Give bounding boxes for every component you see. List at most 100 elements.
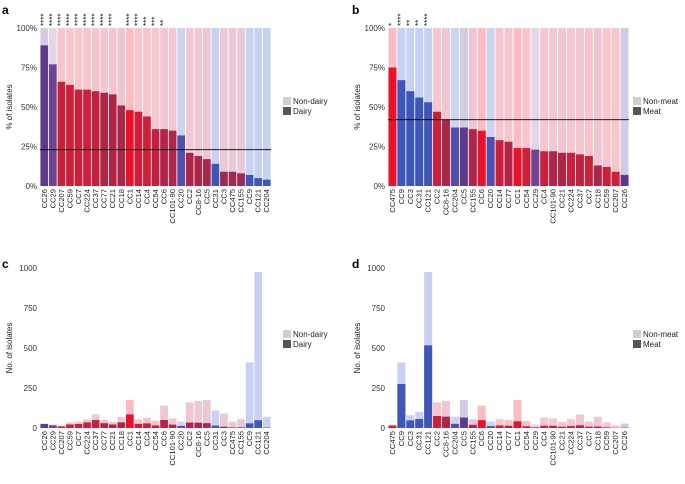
- category-label: CC59: [602, 189, 611, 208]
- category-label: CC475: [388, 189, 397, 213]
- y-tick-label: 250: [372, 384, 386, 393]
- background-bar: [177, 28, 186, 186]
- y-axis-label: % of isolates: [5, 84, 14, 129]
- category-label: CC77: [504, 189, 513, 208]
- bar: [549, 151, 558, 186]
- bar: [245, 174, 254, 186]
- category-label: CC37: [91, 189, 100, 208]
- bar: [620, 174, 629, 186]
- background-bar: [450, 28, 459, 186]
- subset-bar: [245, 423, 254, 428]
- significance-label: ***: [151, 17, 160, 26]
- background-bar: [593, 28, 602, 186]
- subset-bar: [495, 425, 504, 428]
- subset-bar: [531, 427, 540, 428]
- bar: [40, 45, 49, 186]
- bar: [602, 167, 611, 186]
- category-label: CC54: [522, 189, 531, 208]
- category-label: CC475: [388, 431, 397, 455]
- subset-bar: [40, 424, 49, 428]
- category-label: CC14: [495, 431, 504, 450]
- panel-letter: b: [352, 3, 359, 17]
- significance-label: **: [159, 20, 168, 26]
- subset-bar: [254, 420, 263, 428]
- significance-label: *: [387, 23, 396, 26]
- subset-bar: [66, 424, 74, 428]
- total-bar: [522, 420, 531, 428]
- bar: [48, 64, 57, 186]
- background-bar: [185, 28, 194, 186]
- background-bar: [611, 28, 620, 186]
- background-bar: [228, 28, 237, 186]
- background-bar: [134, 28, 143, 186]
- category-label: CC2: [185, 189, 194, 204]
- category-label: CC6: [160, 431, 169, 446]
- category-label: CC155: [237, 431, 246, 455]
- background-bar: [558, 28, 567, 186]
- bar: [211, 163, 220, 186]
- bar: [91, 91, 100, 186]
- bar: [433, 111, 442, 186]
- panel-letter: a: [2, 3, 9, 17]
- bar: [486, 137, 495, 186]
- subset-bar: [558, 426, 567, 428]
- category-label: CC5: [202, 431, 211, 446]
- total-bar: [143, 417, 151, 428]
- subset-bar: [202, 423, 211, 428]
- bar: [66, 84, 74, 186]
- category-label: CC77: [504, 431, 513, 450]
- y-tick-label: 500: [24, 344, 38, 353]
- total-bar: [584, 421, 593, 428]
- subset-bar: [504, 425, 513, 428]
- category-label: CC207: [611, 189, 620, 213]
- category-label: CC21: [558, 189, 567, 208]
- background-bar: [262, 28, 271, 186]
- total-bar: [620, 423, 629, 428]
- category-label: CC2: [433, 431, 442, 446]
- subset-bar: [125, 414, 134, 428]
- background-bar: [442, 28, 451, 186]
- subset-bar: [168, 424, 177, 428]
- category-label: CC21: [108, 431, 117, 450]
- category-label: CC224: [566, 431, 575, 455]
- category-label: CC3: [406, 431, 415, 446]
- category-label: CC475: [228, 189, 237, 213]
- significance-label: ****: [125, 14, 134, 26]
- total-bar: [262, 416, 271, 428]
- panel-letter: c: [2, 257, 9, 271]
- category-label: CC1: [125, 189, 134, 204]
- total-bar: [513, 400, 522, 428]
- total-bar: [549, 418, 558, 428]
- category-label: CC54: [151, 189, 160, 208]
- category-label: CC20: [177, 431, 186, 450]
- significance-label: **: [405, 20, 414, 26]
- y-tick-label: 100%: [17, 24, 37, 33]
- subset-bar: [48, 425, 57, 428]
- subset-bar: [177, 425, 186, 428]
- bar: [584, 155, 593, 186]
- subset-bar: [602, 427, 611, 428]
- y-axis-label: % of isolates: [353, 84, 362, 129]
- background-bar: [220, 28, 228, 186]
- category-label: CC31: [211, 431, 220, 450]
- subset-bar: [415, 419, 424, 428]
- background-bar: [584, 28, 593, 186]
- category-label: CC1: [513, 189, 522, 204]
- bar: [194, 155, 203, 186]
- bar: [540, 151, 549, 186]
- panel-a: a0%25%50%75%100%% of isolates****CC26***…: [2, 3, 328, 224]
- significance-label: ****: [396, 14, 405, 26]
- category-label: CC26: [620, 431, 629, 450]
- bar: [388, 67, 397, 186]
- background-bar: [531, 28, 540, 186]
- category-label: CC207: [611, 431, 620, 455]
- background-bar: [160, 28, 168, 186]
- category-label: CC5: [459, 189, 468, 204]
- total-bar: [575, 414, 584, 428]
- subset-bar: [575, 425, 584, 428]
- category-label: CC9: [245, 431, 254, 446]
- bar: [134, 111, 143, 186]
- legend-swatch: [633, 330, 641, 338]
- total-bar: [558, 421, 567, 428]
